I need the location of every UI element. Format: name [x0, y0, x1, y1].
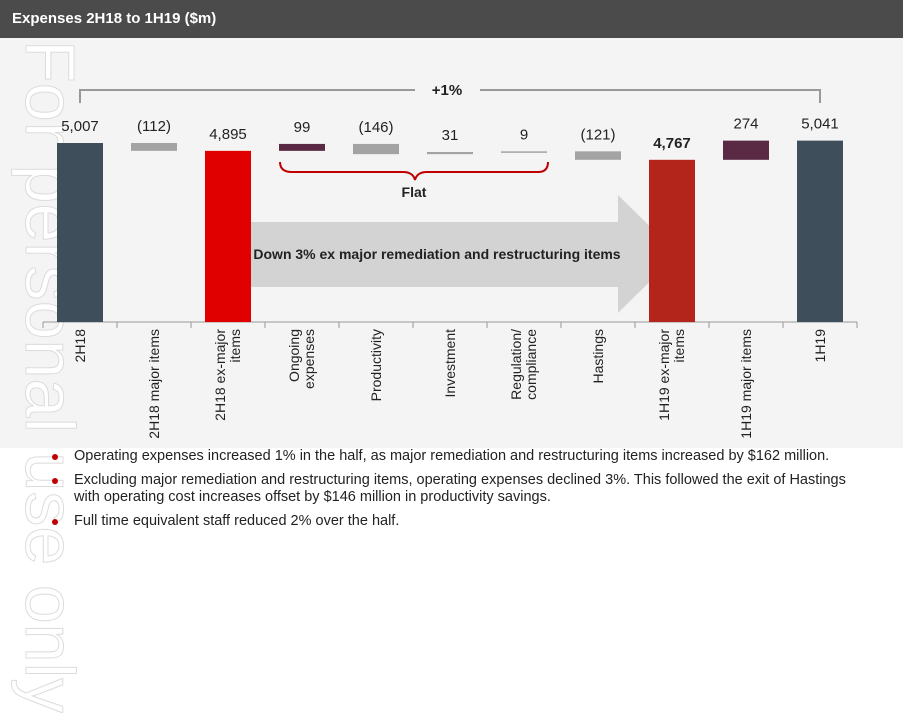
x-tick-text: 2H18 major items	[145, 329, 162, 439]
bar	[575, 151, 621, 160]
header: Expenses 2H18 to 1H19 ($m)	[0, 0, 903, 38]
x-tick-text: Ongoing expenses	[286, 329, 317, 389]
bar	[353, 143, 399, 155]
x-tick-label: 2H18 ex-major items	[193, 329, 263, 441]
x-tick-label: 1H19	[785, 329, 855, 441]
x-tick-text: Hastings	[589, 329, 606, 384]
x-tick-label: Regulation/ compliance	[489, 329, 559, 441]
value-label: 99	[294, 119, 311, 136]
value-label: 9	[520, 126, 528, 143]
x-tick-text: 1H19	[811, 329, 828, 363]
x-tick-text: Productivity	[367, 329, 384, 402]
value-label: 5,007	[61, 118, 99, 135]
x-tick-label: 1H19 major items	[711, 329, 781, 441]
brace	[279, 161, 549, 181]
x-tick-text: Investment	[441, 329, 458, 398]
bar	[723, 140, 769, 160]
value-label: 4,767	[653, 135, 691, 152]
bracket	[79, 89, 821, 103]
bar	[501, 151, 547, 153]
value-label: (112)	[137, 118, 171, 135]
x-tick-text: 2H18 ex-major items	[212, 329, 243, 421]
bar	[131, 143, 177, 151]
bar	[279, 143, 325, 151]
bullet: Operating expenses increased 1% in the h…	[50, 448, 870, 465]
x-tick-label: 1H19 ex-major items	[637, 329, 707, 441]
arrow-label: Down 3% ex major remediation and restruc…	[253, 246, 620, 262]
x-tick-text: 2H18	[71, 329, 88, 363]
value-label: (146)	[358, 119, 393, 136]
x-tick-text: 1H19 ex-major items	[656, 329, 687, 421]
bullet: Full time equivalent staff reduced 2% ov…	[50, 513, 870, 530]
value-label: 274	[733, 116, 758, 133]
bar	[649, 159, 695, 322]
arrow	[228, 195, 678, 313]
bar	[427, 151, 473, 155]
x-tick-text: 1H19 major items	[737, 329, 754, 439]
bar	[797, 140, 843, 322]
value-label: 4,895	[209, 126, 247, 143]
value-label: 5,041	[801, 116, 839, 133]
value-label: 31	[442, 127, 459, 144]
bar	[205, 150, 251, 322]
chart: Down 3% ex major remediation and restruc…	[42, 82, 858, 328]
x-tick-label: Hastings	[563, 329, 633, 441]
x-tick-text: Regulation/ compliance	[508, 329, 539, 400]
x-tick-label: Productivity	[341, 329, 411, 441]
bullet: Excluding major remediation and restruct…	[50, 472, 870, 506]
x-tick-label: Ongoing expenses	[267, 329, 337, 441]
header-title: Expenses 2H18 to 1H19 ($m)	[12, 10, 217, 27]
x-tick-label: 2H18 major items	[119, 329, 189, 441]
x-tick-label: 2H18	[45, 329, 115, 441]
bar	[57, 143, 103, 322]
value-label: (121)	[580, 126, 615, 143]
overall-label: +1%	[432, 82, 462, 99]
flat-label: Flat	[402, 184, 427, 200]
x-tick-label: Investment	[415, 329, 485, 441]
bullet-list: Operating expenses increased 1% in the h…	[50, 448, 870, 537]
